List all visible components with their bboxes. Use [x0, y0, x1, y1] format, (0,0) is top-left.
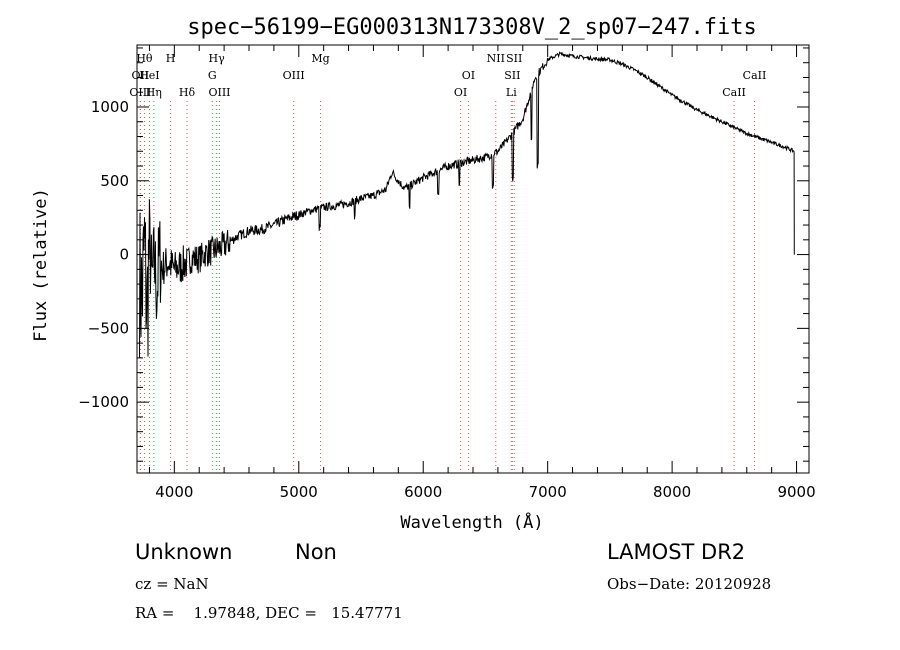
x-tick-label: 8000: [653, 483, 691, 501]
spectral-line-label: SII: [504, 69, 520, 82]
x-tick-label: 9000: [777, 483, 815, 501]
spectral-line-markers: OIIOIIIHθHeIHηHHδGHγOIIIOIIIMgOIOINIILiS…: [129, 52, 766, 473]
spectral-line-label: OIII: [208, 86, 230, 99]
x-tick-label: 5000: [280, 483, 318, 501]
spectral-line-label: OI: [454, 86, 467, 99]
x-tick-label: 6000: [404, 483, 442, 501]
y-tick-label: 0: [119, 246, 129, 264]
spectral-line-label: H: [166, 52, 176, 65]
spectral-line-label: Li: [506, 86, 517, 99]
spectral-line-label: G: [208, 69, 217, 82]
spectral-line-label: CaII: [743, 69, 767, 82]
spectral-line-label: OI: [462, 69, 475, 82]
spectral-line-label: HeI: [139, 69, 159, 82]
spectral-line-label: OIII: [283, 69, 305, 82]
spectral-line-label: SII: [506, 52, 522, 65]
y-axis-label: Flux (relative): [31, 188, 51, 342]
cz-label: cz = NaN: [135, 575, 209, 593]
spectral-line-label: Hγ: [209, 52, 226, 65]
x-axis-label: Wavelength (Å): [400, 511, 543, 533]
coords-label: RA = 1.97848, DEC = 15.47771: [135, 604, 403, 622]
spectral-line-label: NII: [487, 52, 505, 65]
y-tick-label: −1000: [78, 393, 129, 411]
subclass-label: Non: [295, 540, 337, 564]
chart-title: spec−56199−EG000313N173308V_2_sp07−247.f…: [187, 15, 757, 40]
axis-ticks: [137, 45, 809, 473]
spectral-line-label: Mg: [311, 52, 329, 65]
obs-date-label: Obs−Date: 20120928: [607, 575, 772, 593]
spectrum-series-line: [139, 51, 795, 358]
plot-frame: [136, 44, 810, 474]
spectral-line-label: Hδ: [179, 86, 196, 99]
axis-tick-labels: 4000 5000 6000 7000 8000 9000 −1000 −500 0 500 100…: [78, 98, 815, 501]
classification-label: Unknown: [135, 540, 233, 564]
spectral-line-label: CaII: [722, 86, 746, 99]
spectral-line-label: Hη: [146, 86, 162, 99]
x-tick-label: 4000: [155, 483, 193, 501]
survey-label: LAMOST DR2: [607, 540, 746, 564]
y-tick-label: 500: [100, 172, 129, 190]
spectral-line-label: Hθ: [136, 52, 153, 65]
x-tick-label: 7000: [529, 483, 567, 501]
spectral-line-label: OII: [132, 69, 150, 82]
y-tick-label: −500: [88, 319, 129, 337]
y-tick-label: 1000: [91, 98, 129, 116]
